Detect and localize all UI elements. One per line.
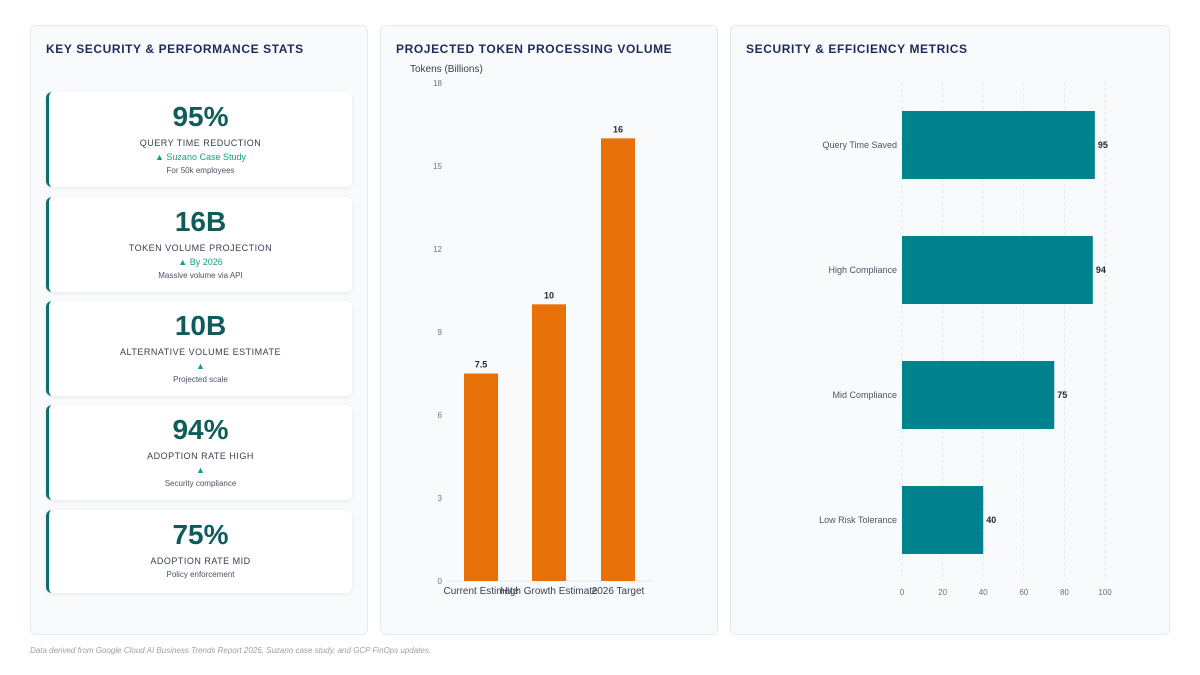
security-metrics-chart: 0 20 40 60 80 100 95 Query Time Saved 94 High Com… bbox=[819, 82, 1112, 597]
bar-data-label: 10 bbox=[544, 290, 554, 300]
stat-value: 75% bbox=[172, 519, 229, 550]
stat-value: 10B bbox=[174, 310, 227, 341]
y-tick-label: 15 bbox=[433, 162, 442, 171]
x-tick-label: 0 bbox=[900, 588, 905, 597]
bar-data-label: 7.5 bbox=[475, 360, 488, 370]
token-volume-panel: PROJECTED TOKEN PROCESSING VOLUME Tokens… bbox=[380, 25, 718, 635]
bar bbox=[532, 304, 566, 581]
stat-label: ADOPTION RATE MID bbox=[150, 556, 251, 566]
stat-subtext: For 50k employees bbox=[166, 166, 235, 175]
bar-data-label: 95 bbox=[1098, 140, 1108, 150]
y-tick-label: Mid Compliance bbox=[832, 390, 897, 400]
token-volume-chart-title: PROJECTED TOKEN PROCESSING VOLUME bbox=[396, 42, 673, 56]
footer-note: Data derived from Google Cloud AI Busine… bbox=[30, 646, 432, 655]
stat-value: 94% bbox=[172, 414, 229, 445]
y-tick-label: Low Risk Tolerance bbox=[819, 515, 897, 525]
x-tick-label: Current Estimate bbox=[443, 586, 518, 597]
stat-subtext: Security compliance bbox=[164, 479, 237, 488]
bar-data-label: 94 bbox=[1096, 265, 1106, 275]
security-metrics-chart-title: SECURITY & EFFICIENCY METRICS bbox=[746, 42, 968, 56]
stat-subtext: Policy enforcement bbox=[166, 570, 235, 579]
bar-data-label: 16 bbox=[613, 124, 623, 134]
x-tick-label: 100 bbox=[1098, 588, 1112, 597]
y-tick-label: 0 bbox=[438, 577, 443, 586]
security-metrics-panel: SECURITY & EFFICIENCY METRICS 0 20 40 60 80 1… bbox=[730, 25, 1170, 635]
bar bbox=[902, 236, 1093, 304]
stat-label: ADOPTION RATE HIGH bbox=[147, 451, 254, 461]
stat-trend: ▲ Suzano Case Study bbox=[155, 152, 246, 162]
y-tick-label: 9 bbox=[438, 328, 443, 337]
bar bbox=[902, 361, 1055, 429]
y-tick-label: 12 bbox=[433, 245, 442, 254]
stat-subtext: Massive volume via API bbox=[158, 271, 243, 280]
stat-value: 95% bbox=[172, 101, 229, 132]
stat-trend: ▲ By 2026 bbox=[178, 257, 223, 267]
x-tick-label: 40 bbox=[979, 588, 988, 597]
stat-trend: ▲ bbox=[196, 361, 205, 371]
x-tick-label: 60 bbox=[1019, 588, 1028, 597]
stat-card-token-volume: 16B TOKEN VOLUME PROJECTION ▲ By 2026 Ma… bbox=[46, 197, 352, 292]
y-tick-label: High Compliance bbox=[828, 265, 897, 275]
y-tick-label: 6 bbox=[438, 411, 443, 420]
stat-card-adoption-mid: 75% ADOPTION RATE MID Policy enforcement bbox=[46, 510, 352, 593]
x-tick-label: High Growth Estimate bbox=[500, 586, 598, 597]
bar-data-label: 75 bbox=[1057, 390, 1067, 400]
bar bbox=[902, 486, 984, 554]
bar bbox=[601, 138, 635, 581]
stat-label: QUERY TIME REDUCTION bbox=[139, 138, 262, 148]
stat-subtext: Projected scale bbox=[173, 375, 228, 384]
bar-data-label: 40 bbox=[986, 515, 996, 525]
stat-trend: ▲ bbox=[196, 465, 205, 475]
stat-card-query-time: 95% QUERY TIME REDUCTION ▲ Suzano Case S… bbox=[46, 92, 352, 187]
x-tick-label: 2026 Target bbox=[592, 586, 645, 597]
stats-panel: KEY SECURITY & PERFORMANCE STATS 95% QUE… bbox=[30, 25, 368, 635]
y-tick-label: 18 bbox=[433, 79, 442, 88]
stat-label: ALTERNATIVE VOLUME ESTIMATE bbox=[119, 347, 282, 357]
stat-value: 16B bbox=[174, 206, 227, 237]
stat-card-alt-volume: 10B ALTERNATIVE VOLUME ESTIMATE ▲ Projec… bbox=[46, 301, 352, 396]
stat-label: TOKEN VOLUME PROJECTION bbox=[128, 243, 273, 253]
x-tick-label: 80 bbox=[1060, 588, 1069, 597]
bar bbox=[902, 111, 1095, 179]
y-axis-label: Tokens (Billions) bbox=[410, 64, 483, 75]
stat-card-adoption-high: 94% ADOPTION RATE HIGH ▲ Security compli… bbox=[46, 405, 352, 500]
y-tick-label: 3 bbox=[438, 494, 443, 503]
token-volume-chart: Tokens (Billions) 0 3 6 9 12 15 18 7.5 Current Es… bbox=[410, 64, 653, 597]
y-tick-label: Query Time Saved bbox=[822, 140, 897, 150]
stats-panel-title: KEY SECURITY & PERFORMANCE STATS bbox=[46, 42, 304, 56]
x-tick-label: 20 bbox=[938, 588, 947, 597]
bar bbox=[464, 373, 498, 581]
